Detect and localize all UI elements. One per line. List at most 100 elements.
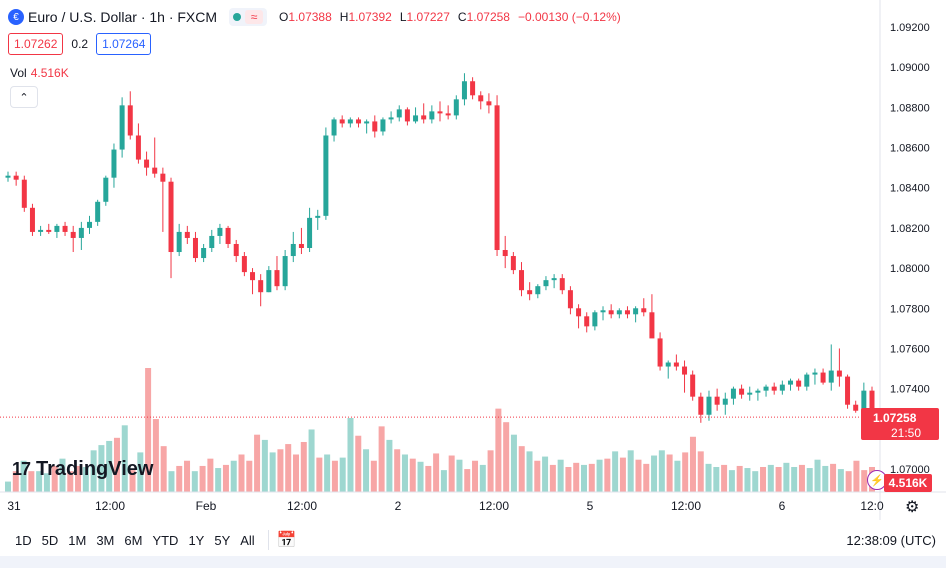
candle-body [747, 392, 753, 395]
timeframe-1y-button[interactable]: 1Y [188, 532, 205, 548]
goto-date-calendar-icon[interactable]: 📅 [276, 532, 297, 549]
ohlc-low: L1.07227 [399, 10, 450, 24]
volume-bar [36, 471, 43, 492]
candle-body [388, 117, 394, 120]
time-tick-label: 12:0 [860, 499, 884, 513]
timeframe-5d-button[interactable]: 5D [41, 532, 59, 548]
volume-bar [682, 452, 689, 492]
volume-bar [814, 459, 821, 492]
volume-bar [425, 465, 432, 492]
candle-body [168, 181, 174, 253]
volume-bar [293, 454, 299, 492]
candle-body [453, 99, 459, 116]
candle-body [404, 109, 410, 122]
volume-bar [394, 449, 401, 492]
volume-bar [347, 418, 354, 492]
time-axis[interactable]: 31 12:00 Feb 12:00 2 12:00 5 12:00 6 12:0 [0, 491, 946, 513]
candle-body [331, 119, 337, 136]
candle-body [372, 121, 378, 132]
candle-body [478, 95, 484, 102]
logo-text: TradingView [36, 458, 154, 480]
volume-bar [277, 449, 284, 492]
current-price-label: 1.07258 [873, 411, 917, 425]
price-tick-label: 1.08600 [890, 143, 930, 155]
price-tick-label: 1.07000 [890, 464, 930, 476]
volume-bar [355, 435, 362, 492]
candle-body [413, 115, 419, 122]
candle-body [543, 280, 549, 287]
candle-body [494, 105, 500, 251]
volume-bar [75, 465, 82, 492]
candle-body [258, 280, 264, 293]
symbol-title[interactable]: Euro / U.S. Dollar · 1h · FXCM [28, 9, 218, 25]
volume-bar [316, 457, 323, 492]
timeframe-5y-button[interactable]: 5Y [214, 532, 231, 548]
volume-bar [230, 460, 237, 492]
volume-bar [433, 453, 440, 492]
timeframe-1d-button[interactable]: 1D [15, 532, 32, 548]
timeframe-ytd-button[interactable]: YTD [152, 532, 179, 548]
volume-bar [145, 368, 152, 492]
candle-body [559, 278, 565, 291]
timeframe-1m-button[interactable]: 1M [68, 532, 87, 548]
candle-body [730, 388, 736, 399]
timeframe-6m-button[interactable]: 6M [124, 532, 143, 548]
candle-body [836, 370, 842, 377]
price-axis[interactable]: 1.09200 1.09000 1.08800 1.08600 1.08400 1.082… [879, 0, 930, 520]
price-tick-label: 1.07800 [890, 303, 930, 315]
volume-bar [222, 464, 229, 492]
time-tick-label: Feb [196, 499, 217, 513]
candle-body [820, 372, 826, 383]
ohlc-close: C1.07258 [457, 10, 510, 24]
volume-bar [184, 460, 191, 492]
market-status[interactable]: ≈ [229, 8, 268, 26]
sell-price-button[interactable]: 1.07262 [8, 33, 64, 55]
candle-body [241, 256, 247, 273]
volume-bar [643, 463, 650, 492]
volume-bar [791, 466, 798, 492]
buy-price-button[interactable]: 1.07264 [96, 33, 152, 55]
volume-bar [98, 445, 105, 492]
collapse-legend-button[interactable]: ⌃ [10, 86, 38, 108]
candle-body [119, 105, 125, 150]
candle-body [233, 243, 239, 257]
volume-bar [588, 463, 595, 492]
volume-bar [59, 458, 66, 492]
candle-body [21, 179, 27, 208]
candle-body [46, 229, 52, 232]
volume-bar [261, 439, 268, 492]
volume-bar [651, 455, 658, 492]
volume-bars [5, 368, 875, 492]
price-tick-label: 1.08200 [890, 223, 930, 235]
volume-bar [518, 446, 525, 492]
utc-clock[interactable]: 12:38:09 (UTC) [846, 532, 936, 548]
volume-bar [472, 460, 479, 492]
volume-bar [246, 460, 253, 492]
time-tick-label: 31 [7, 499, 21, 513]
timeframe-3m-button[interactable]: 3M [96, 532, 115, 548]
volume-bar [658, 450, 665, 492]
candle-body [298, 243, 304, 248]
candle-body [429, 111, 435, 120]
volume-bar [339, 457, 346, 492]
time-tick-label: 5 [587, 499, 594, 513]
candle-body [225, 227, 231, 244]
candle-body [355, 119, 361, 124]
tradingview-logo[interactable]: 17 TradingView [12, 458, 153, 481]
volume-bar [12, 471, 19, 492]
settings-gear-icon[interactable]: ⚙ [905, 499, 920, 516]
volume-bar [300, 441, 307, 492]
tradingview-logo-icon: 17 [12, 459, 31, 479]
candle-body [486, 101, 492, 106]
candle-body [714, 396, 720, 405]
volume-bar [51, 465, 58, 492]
candle-body [250, 272, 256, 281]
timeframe-all-button[interactable]: All [240, 532, 255, 548]
volume-bar [760, 466, 767, 492]
candle-body [347, 119, 353, 124]
volume-bar [666, 454, 673, 492]
volume-bar [137, 452, 144, 492]
candle-body [445, 113, 451, 116]
volume-bar [479, 464, 486, 492]
